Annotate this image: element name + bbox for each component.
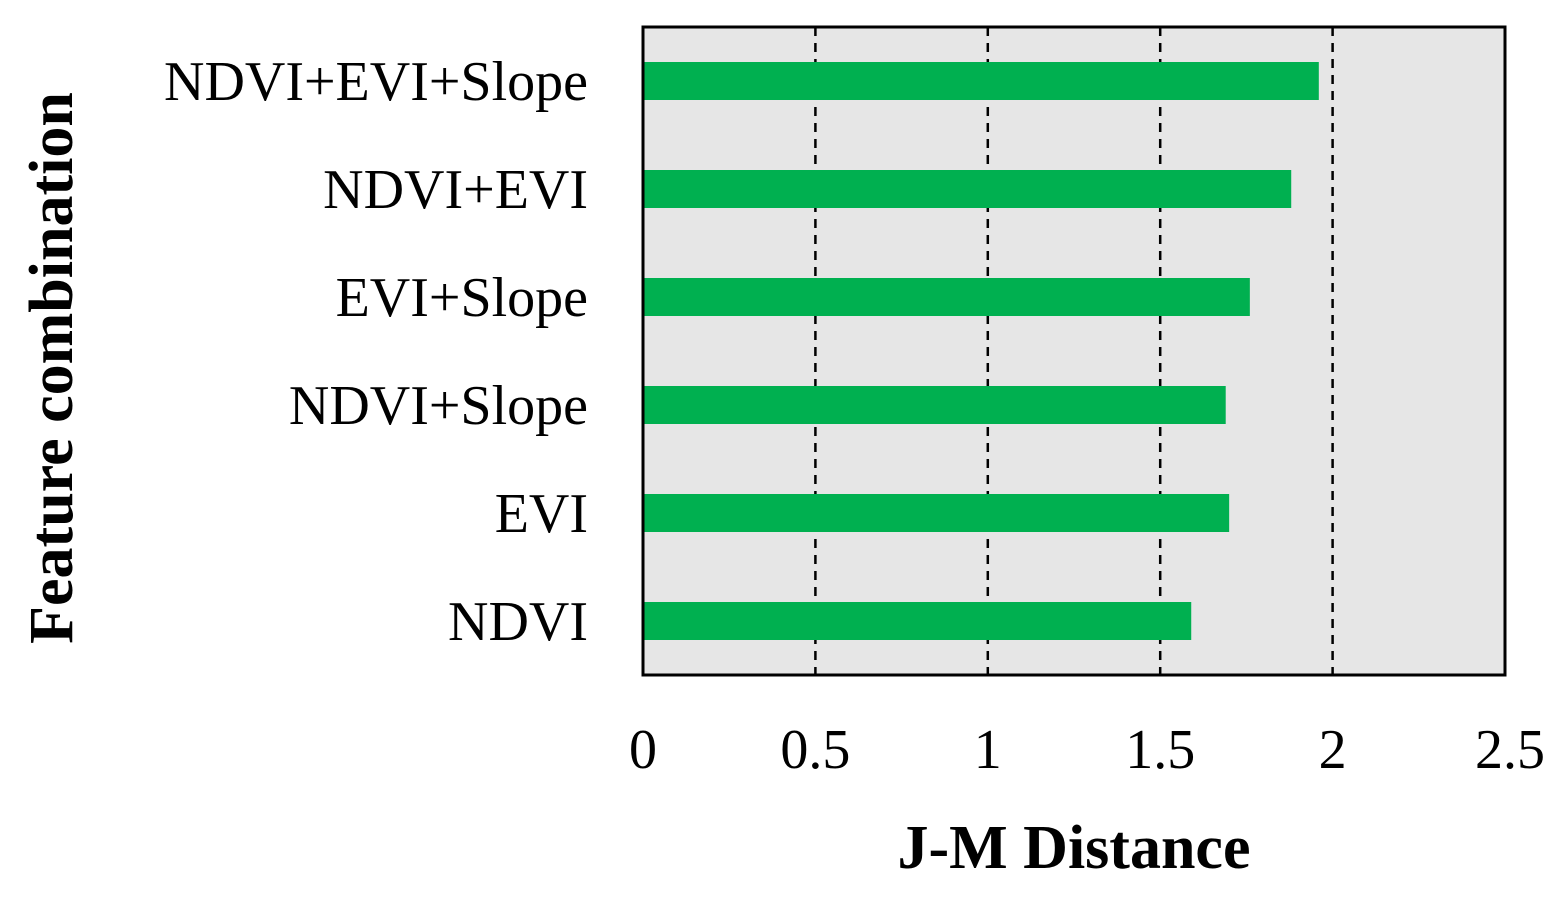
plot-area: [641, 25, 1507, 677]
category-label: EVI+Slope: [336, 267, 588, 329]
x-tick-label-2: 2: [1319, 719, 1347, 781]
x-tick-label-0: 0: [629, 719, 657, 781]
plot-frame: [641, 25, 1507, 677]
bars: [643, 62, 1319, 640]
bar-EVI: [643, 494, 1230, 532]
bar-NDVI+Slope: [643, 386, 1226, 424]
bar-NDVI: [643, 602, 1192, 640]
gridlines: [814, 27, 1334, 675]
x-tick-labels: 0 0.5 1 1.5 2 2.5: [629, 719, 1545, 781]
category-label: NDVI+EVI: [323, 159, 588, 221]
x-tick-label-1.5: 1.5: [1125, 719, 1195, 781]
x-tick-label-0.5: 0.5: [780, 719, 850, 781]
bar-NDVI+EVI+Slope: [643, 62, 1319, 100]
category-label: NDVI+EVI+Slope: [164, 51, 588, 113]
category-label: EVI: [495, 483, 588, 545]
x-tick-label-1: 1: [974, 719, 1002, 781]
category-label: NDVI: [448, 591, 588, 653]
y-category-labels: NDVI+EVI+Slope NDVI+EVI EVI+Slope NDVI+Slop…: [164, 51, 588, 653]
category-label: NDVI+Slope: [289, 375, 588, 437]
bar-EVI+Slope: [643, 278, 1250, 316]
y-axis-title: Feature combination: [18, 92, 86, 644]
bar-NDVI+EVI: [643, 170, 1292, 208]
x-axis-title: J-M Distance: [898, 814, 1251, 882]
x-tick-label-2.5: 2.5: [1475, 719, 1545, 781]
